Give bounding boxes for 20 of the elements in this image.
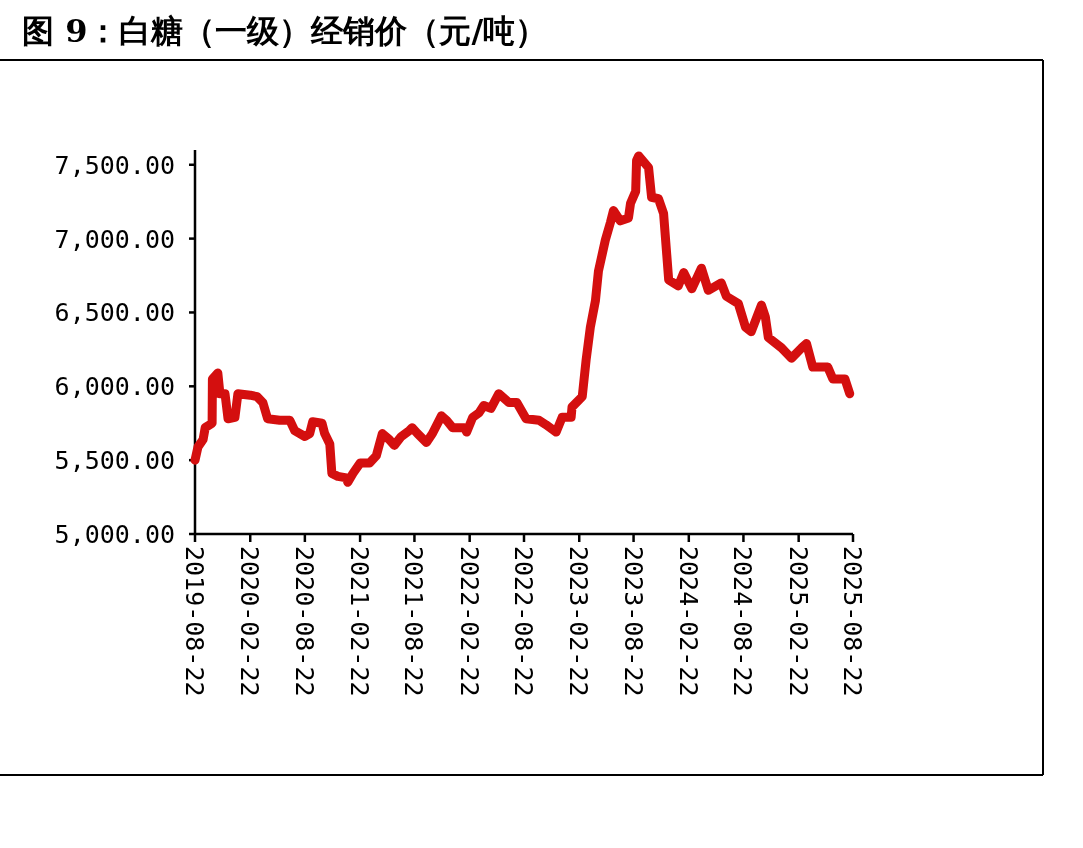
x-tick-label: 2021-08-22 <box>399 546 429 697</box>
x-tick-label: 2020-08-22 <box>289 546 319 697</box>
x-tick-label: 2022-02-22 <box>454 546 484 697</box>
x-tick-label: 2021-02-22 <box>345 546 375 697</box>
y-tick-label: 7,500.00 <box>54 150 175 180</box>
y-tick-label: 5,000.00 <box>54 520 175 549</box>
x-tick-label: 2025-02-22 <box>783 546 813 697</box>
y-tick-label: 5,500.00 <box>54 446 175 476</box>
x-tick-label: 2022-08-22 <box>509 546 538 697</box>
x-tick-label: 2020-02-22 <box>235 546 265 697</box>
x-tick-label: 2024-02-22 <box>673 546 703 697</box>
x-tick-label: 2023-08-22 <box>618 546 648 697</box>
chart-title: 图 9：白糖（一级）经销价（元/吨） <box>22 12 548 50</box>
x-tick-label: 2019-08-22 <box>180 546 209 697</box>
x-tick-label: 2023-02-22 <box>564 546 594 697</box>
y-tick-label: 6,000.00 <box>54 372 175 402</box>
x-tick-label: 2025-08-22 <box>838 546 867 697</box>
x-tick-label: 2024-08-22 <box>728 546 758 697</box>
y-tick-label: 7,000.00 <box>54 224 175 254</box>
y-tick-label: 6,500.00 <box>54 298 175 328</box>
